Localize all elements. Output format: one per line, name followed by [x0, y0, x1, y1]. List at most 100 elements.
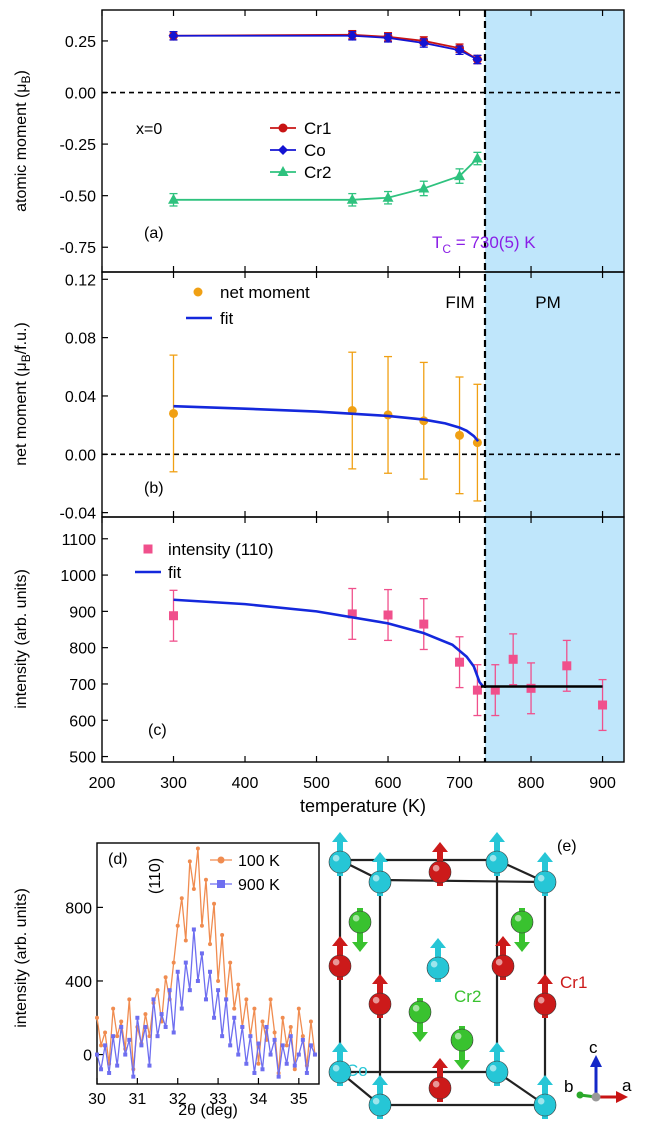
atom-co-highlight — [430, 960, 438, 968]
pattern-point — [280, 1043, 285, 1048]
atom-cr1-spin-arrowhead — [495, 936, 511, 946]
pattern-point — [195, 846, 200, 851]
annotation-x0: x=0 — [136, 121, 162, 138]
panel-b: 0.12 0.08 0.04 0.00 -0.04 net moment fit (b) net… — [13, 272, 624, 523]
pattern-point — [95, 1015, 99, 1020]
atom-co — [533, 1093, 557, 1117]
data-point — [168, 30, 179, 41]
pattern-point — [111, 1034, 116, 1039]
y-tick-label: 1100 — [62, 532, 97, 549]
phase-label-pm: PM — [535, 293, 561, 312]
pattern-point — [220, 1034, 225, 1039]
atom-co-highlight — [537, 874, 545, 882]
y-tick-label: 0.04 — [65, 389, 96, 406]
data-point — [382, 191, 394, 202]
data-point — [562, 661, 572, 671]
pattern-point — [203, 877, 208, 882]
x-tick-label: 33 — [209, 1091, 227, 1108]
pattern-point — [107, 1070, 112, 1075]
pattern-point — [111, 1006, 116, 1011]
data-point — [471, 152, 483, 163]
pattern-point — [308, 1043, 313, 1048]
pattern-point — [115, 1063, 120, 1068]
paramagnetic-region-shade — [485, 10, 624, 762]
y-tick-label: -0.75 — [60, 240, 97, 257]
data-point — [455, 430, 465, 440]
pattern-point — [288, 1024, 293, 1029]
pattern-point — [143, 1012, 148, 1017]
legend-label: Cr2 — [304, 163, 331, 182]
atom-cr2-highlight — [352, 914, 360, 922]
atom-co-highlight — [489, 854, 497, 862]
pattern-point — [147, 1063, 152, 1068]
y-tick-label: 0.25 — [65, 34, 96, 51]
pattern-point — [208, 942, 213, 947]
pattern-point — [268, 1052, 273, 1057]
pattern-point — [163, 975, 168, 980]
panel-label-d: (d) — [108, 851, 128, 868]
pattern-point — [256, 1061, 261, 1066]
legend-marker — [193, 287, 203, 297]
series-line-co — [173, 34, 478, 61]
panel-c-frame — [101, 516, 625, 763]
atom-cr1-spin-arrowhead — [332, 936, 348, 946]
tc-label: TC = 730(5) K — [432, 233, 536, 256]
pattern-point — [95, 1052, 99, 1057]
y-tick-label: 800 — [65, 900, 92, 917]
label-cr2: Cr2 — [454, 987, 481, 1006]
panel-label-c: (c) — [148, 722, 167, 739]
pattern-point — [199, 923, 204, 928]
data-point — [455, 657, 465, 667]
panel-a: 0.25 0.00 -0.25 -0.50 -0.75 Cr1 Co Cr2 x=0 (a) ato… — [13, 10, 624, 272]
y-tick-label: 0.00 — [65, 86, 96, 103]
atom-co-spin-arrowhead — [372, 1075, 388, 1085]
pattern-point — [99, 1043, 104, 1048]
atom-cr1 — [428, 1076, 452, 1100]
atom-co-spin-arrowhead — [489, 832, 505, 842]
data-point — [383, 32, 394, 43]
atom-cr1-highlight — [332, 958, 340, 966]
pattern-point — [296, 1052, 301, 1057]
panel-d: 30 31 32 33 34 35 0 400 800 100 K 900 K (d) (110) 2θ … — [13, 842, 320, 1119]
panel-label-b: (b) — [144, 480, 164, 497]
pattern-point — [216, 988, 221, 993]
y-tick-label: 0.12 — [65, 272, 96, 289]
pattern-point — [175, 969, 180, 974]
y-tick-label: 900 — [69, 604, 96, 621]
atom-cr1-highlight — [372, 996, 380, 1004]
atom-co — [368, 1093, 392, 1117]
pattern-point — [276, 1074, 281, 1079]
data-point — [419, 619, 429, 629]
pattern-point — [171, 960, 176, 965]
pattern-point — [183, 938, 188, 943]
y-tick-label: 800 — [69, 641, 96, 658]
pattern-point — [260, 1067, 265, 1072]
y-tick-label: 1000 — [60, 568, 96, 585]
pattern-point — [99, 1067, 104, 1072]
y-axis-label-b: net moment (μB/f.u.) — [13, 322, 33, 466]
y-axis-label-d: intensity (arb. units) — [13, 888, 30, 1028]
x-tick-label: 800 — [518, 775, 545, 792]
y-tick-label: 600 — [69, 713, 96, 730]
data-point — [472, 438, 482, 448]
axis-a-arrowhead — [616, 1091, 628, 1103]
legend-label: Co — [304, 141, 326, 160]
atom-cr2-highlight — [412, 1004, 420, 1012]
pattern-point — [232, 1015, 237, 1020]
panel-e-structure: Cr1 Cr2 Co (e) c a b — [328, 832, 632, 1119]
data-point — [347, 30, 358, 41]
pattern-point — [208, 969, 213, 974]
pattern-point — [240, 1024, 245, 1029]
atom-cr2 — [510, 910, 534, 934]
pattern-point — [244, 997, 249, 1002]
pattern-point — [220, 932, 225, 937]
legend-marker — [143, 544, 153, 554]
pattern-point — [252, 1070, 257, 1075]
pattern-point — [123, 1052, 128, 1057]
x-tick-label: 31 — [128, 1091, 146, 1108]
pattern-point — [280, 1015, 285, 1020]
legend-label: fit — [220, 309, 234, 328]
y-axis-label-a: atomic moment (μB) — [13, 70, 33, 212]
fit-curve — [173, 598, 485, 688]
